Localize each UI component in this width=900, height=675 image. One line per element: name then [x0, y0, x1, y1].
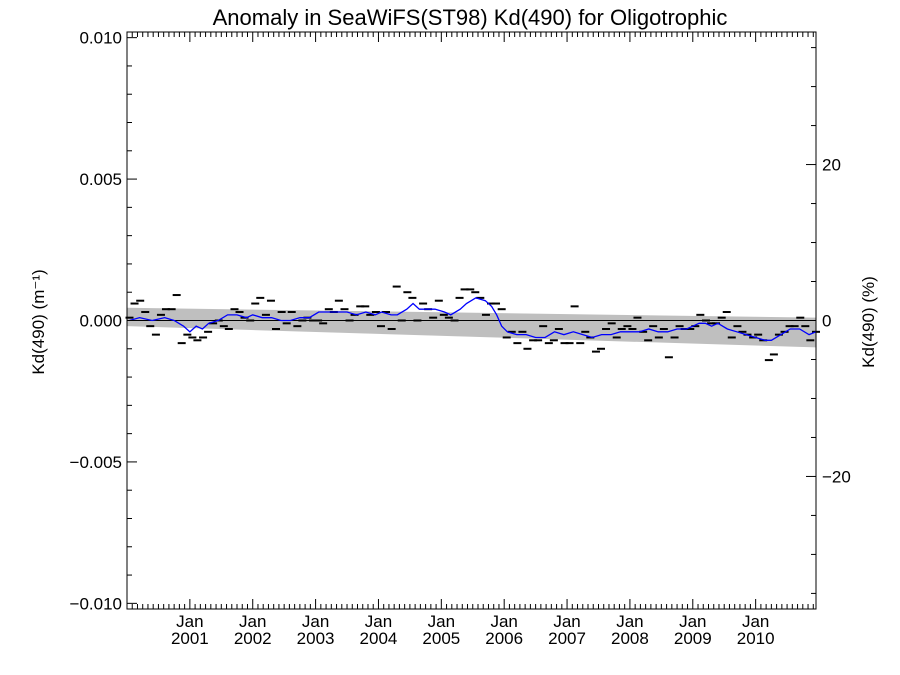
running-mean-line: [129, 297, 817, 341]
x-tick-label-year: 2008: [611, 629, 649, 648]
monthly-points: [125, 285, 820, 362]
x-tick-label-month: Jan: [553, 612, 580, 631]
chart-title: Anomaly in SeaWiFS(ST98) Kd(490) for Oli…: [213, 5, 728, 30]
y-tick-label-right: −20: [822, 467, 851, 486]
x-tick-label-year: 2001: [171, 629, 209, 648]
x-tick-label-month: Jan: [679, 612, 706, 631]
x-tick-label-year: 2004: [360, 629, 398, 648]
y-tick-label-left: −0.010: [70, 594, 122, 613]
y-tick-label-left: 0.005: [79, 170, 122, 189]
plot-area: [125, 285, 820, 362]
y-tick-label-left: −0.005: [70, 453, 122, 472]
left-axis: 0.010 0.005 0.000 −0.005 −0.010: [70, 29, 137, 613]
x-tick-label-month: Jan: [302, 612, 329, 631]
x-tick-label-month: Jan: [176, 612, 203, 631]
right-axis: 20 0 −20: [806, 47, 851, 594]
x-tick-label-month: Jan: [616, 612, 643, 631]
x-tick-label-year: 2007: [548, 629, 586, 648]
y-axis-label-left: Kd(490) (m⁻¹): [29, 269, 48, 374]
x-tick-label-month: Jan: [239, 612, 266, 631]
y-tick-label-left: 0.000: [79, 312, 122, 331]
y-tick-label-right: 20: [822, 156, 841, 175]
x-tick-label-month: Jan: [490, 612, 517, 631]
y-tick-label-right: 0: [822, 312, 831, 331]
confidence-band: [127, 307, 816, 348]
x-tick-label-year: 2009: [674, 629, 712, 648]
x-tick-label-month: Jan: [428, 612, 455, 631]
x-tick-label-year: 2002: [234, 629, 272, 648]
x-tick-label-year: 2003: [297, 629, 335, 648]
x-tick-label-year: 2006: [485, 629, 523, 648]
y-tick-label-left: 0.010: [79, 29, 122, 48]
x-tick-label-year: 2010: [737, 629, 775, 648]
y-axis-label-right: Kd(490) (%): [859, 276, 878, 368]
x-tick-label-month: Jan: [742, 612, 769, 631]
x-tick-label-month: Jan: [365, 612, 392, 631]
x-tick-label-year: 2005: [422, 629, 460, 648]
x-axis: Jan2001Jan2002Jan2003Jan2004Jan2005Jan20…: [126, 32, 814, 648]
